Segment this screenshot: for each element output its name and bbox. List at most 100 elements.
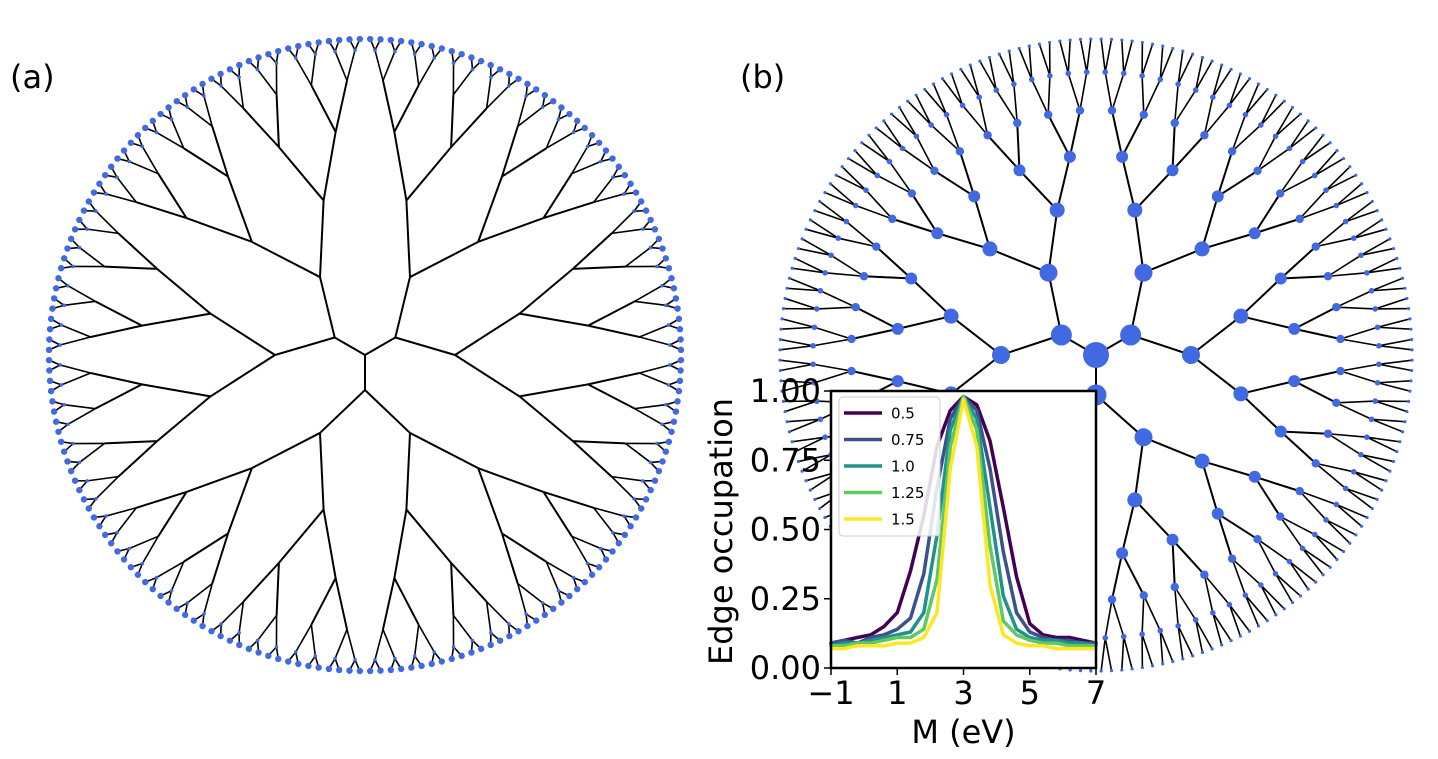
- tree-b-edge: [1253, 192, 1282, 234]
- tree-a-node: [59, 383, 64, 387]
- tree-b-node: [1109, 669, 1114, 673]
- tree-b-node: [1335, 557, 1339, 562]
- tree-b-node: [1388, 469, 1392, 473]
- tree-b-edge: [1371, 418, 1403, 433]
- tree-a-node: [651, 226, 659, 233]
- tree-b-node: [1335, 148, 1339, 153]
- tree-b-node: [1400, 276, 1405, 280]
- tree-a-edge: [545, 561, 560, 592]
- tree-b-edge: [809, 219, 839, 239]
- tree-b-edge: [910, 192, 939, 234]
- tree-a-edge: [220, 85, 244, 109]
- tree-b-edge: [1038, 43, 1051, 77]
- tree-b-edge: [784, 297, 818, 310]
- tree-a-node: [418, 40, 425, 48]
- tree-b-edge: [1028, 46, 1033, 80]
- tree-a-node: [660, 422, 664, 427]
- tree-b-edge: [973, 196, 991, 250]
- tree-b-edge: [1275, 573, 1301, 597]
- tree-b-edge: [1228, 604, 1251, 632]
- tree-a-edge: [624, 442, 651, 464]
- tree-b-node: [1368, 287, 1375, 294]
- tree-b-edge: [902, 147, 935, 172]
- tree-b-node: [822, 434, 828, 440]
- tree-b-edge: [1031, 79, 1049, 116]
- tree-b-edge: [1378, 344, 1413, 351]
- tree-b-edge: [937, 232, 991, 250]
- tree-a-node: [181, 611, 189, 619]
- tree-b-node: [1247, 77, 1252, 81]
- tree-a-node: [60, 255, 68, 262]
- tree-a-node: [602, 147, 610, 154]
- tree-a-node: [451, 61, 456, 65]
- tree-a-edge: [186, 583, 213, 604]
- tree-a-node: [190, 86, 197, 93]
- tree-a-node: [157, 592, 164, 600]
- tree-a-edge: [501, 533, 519, 584]
- tree-a-node: [672, 295, 680, 302]
- tree-b-edge: [1111, 110, 1124, 157]
- tree-a-edge: [141, 383, 211, 398]
- tree-a-edge: [79, 246, 106, 268]
- tree-a-node: [632, 496, 636, 501]
- tree-b-edge: [1100, 637, 1107, 672]
- tree-a-node: [515, 628, 522, 635]
- tree-b-node: [1395, 256, 1399, 260]
- tree-b-edge: [1336, 503, 1368, 519]
- tree-a-edge: [395, 336, 456, 356]
- tree-a-edge: [517, 583, 544, 604]
- tree-a-edge: [242, 562, 280, 603]
- tree-a-node: [506, 622, 511, 626]
- tree-b-node: [1336, 366, 1345, 376]
- tree-a-node: [165, 104, 172, 111]
- tree-a-node: [387, 666, 395, 674]
- tree-a-node: [468, 649, 475, 656]
- tree-b-edge: [950, 73, 964, 106]
- tree-b-node: [1410, 358, 1414, 362]
- tree-b-node: [823, 190, 827, 195]
- tree-a-node: [52, 285, 60, 292]
- tree-b-edge: [1325, 166, 1351, 191]
- tree-a-edge: [220, 601, 244, 625]
- tree-b-edge: [848, 157, 878, 177]
- inset-x-ticks: −1 1 3 5 7: [807, 668, 1106, 712]
- tree-a-node: [107, 163, 115, 170]
- tree-b-node: [1276, 512, 1285, 521]
- tree-a-edge: [382, 629, 396, 659]
- tree-a-node: [71, 441, 75, 446]
- tree-b-node: [1013, 164, 1026, 177]
- tree-b-node: [1253, 535, 1262, 544]
- tree-b-edge: [1335, 290, 1372, 308]
- tree-b-node: [1398, 440, 1402, 444]
- tree-b-node: [1288, 375, 1301, 388]
- tree-b-node: [1220, 63, 1224, 67]
- tree-a-node: [274, 61, 279, 65]
- tree-a-edge: [452, 69, 474, 96]
- tree-a-node: [293, 56, 298, 60]
- tree-a-edge: [186, 467, 253, 493]
- tree-b-node: [1120, 668, 1124, 672]
- tree-b-node: [778, 358, 782, 362]
- tree-a-node: [550, 97, 557, 105]
- tree-b-node: [1089, 37, 1093, 41]
- tree-a-edge: [183, 147, 229, 178]
- tree-a-node: [50, 295, 58, 302]
- tree-a-node: [588, 132, 596, 139]
- tree-b-edge: [933, 169, 975, 198]
- tree-b-edge: [1194, 619, 1204, 653]
- tree-b-edge: [781, 381, 815, 392]
- tree-b-edge: [814, 326, 852, 340]
- tree-a-node: [325, 37, 333, 45]
- tree-b-edge: [1336, 191, 1368, 207]
- tree-a-node: [393, 49, 397, 54]
- tree-a-node: [675, 315, 683, 323]
- tree-a-node: [134, 571, 142, 578]
- tree-b-edge: [883, 120, 904, 149]
- tree-b-node: [813, 306, 820, 312]
- tree-b-edge: [1018, 169, 1058, 211]
- tree-b-node: [1328, 141, 1332, 145]
- tree-a-edge: [405, 200, 411, 278]
- tree-a-node: [397, 37, 405, 45]
- tree-b-edge: [845, 220, 877, 248]
- tree-a-node: [668, 428, 675, 435]
